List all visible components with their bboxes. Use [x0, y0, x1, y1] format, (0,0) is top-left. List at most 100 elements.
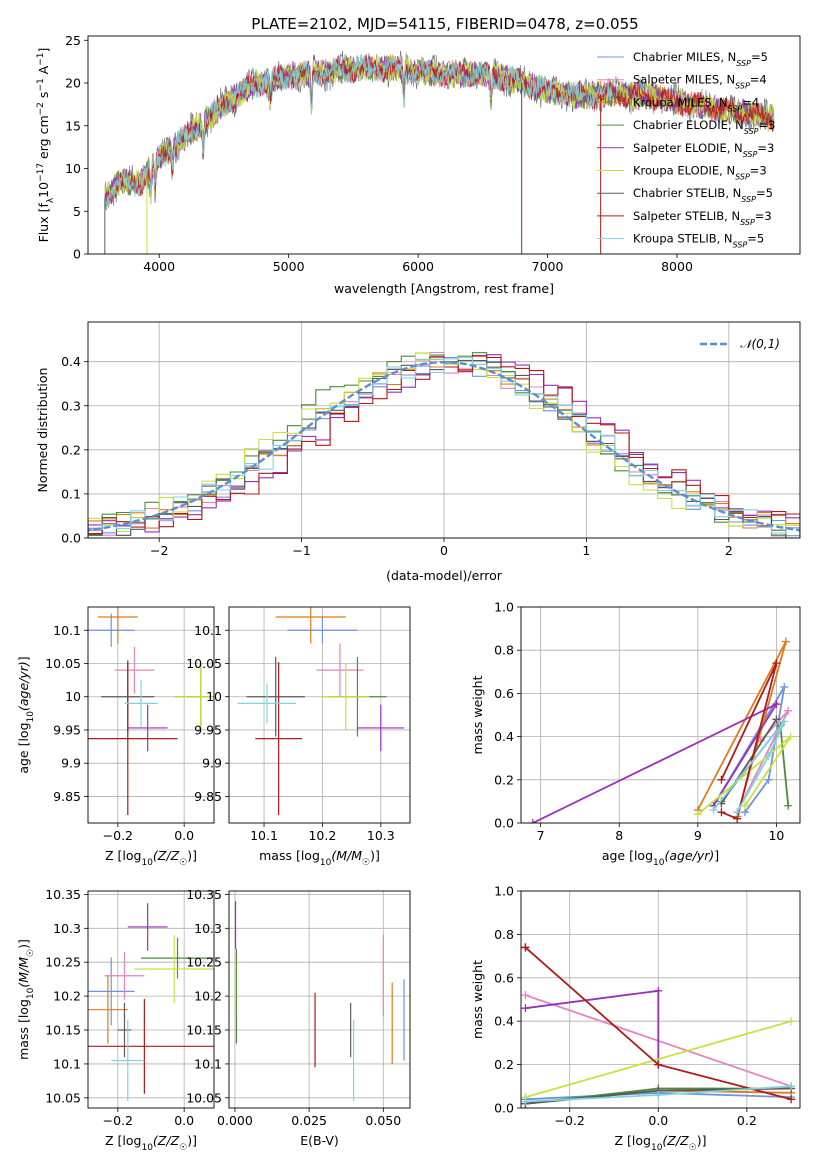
errorbar-point — [275, 607, 346, 644]
x-ticks: −0.2 0.0 — [103, 891, 194, 1128]
y-tick-label: 25 — [65, 33, 81, 48]
x-tick-label: 10.3 — [367, 828, 395, 843]
y-ticks: 10.05 10.1 10.15 10.2 10.25 10.3 10.35 — [45, 887, 214, 1105]
x-axis-label: age [log10(age/yr)] — [602, 848, 719, 868]
x-tick-label: 7 — [537, 828, 545, 843]
panel-age_vs_Z: −0.2 0.0 9.85 9.9 9.95 10 10.05 10.1 Z [log10(Z/… — [16, 606, 215, 868]
x-tick-label: 7000 — [532, 259, 564, 274]
errorbar-point — [237, 683, 297, 724]
x-tick-label: 0.2 — [737, 1113, 757, 1128]
x-tick-label: 5000 — [273, 259, 305, 274]
y-tick-label: 10.05 — [45, 1090, 81, 1105]
x-tick-label: 0.025 — [291, 1113, 327, 1128]
x-tick-label: −2 — [150, 543, 168, 558]
y-tick-label: 0.4 — [61, 354, 81, 369]
errorbar-point — [88, 662, 178, 816]
weight-marker — [764, 775, 773, 784]
y-tick-label: 0.2 — [61, 442, 81, 457]
x-tick-label: 0.000 — [217, 1113, 253, 1128]
y-ticks: 0 5 10 15 20 25 — [65, 33, 88, 262]
panel-spectrum: 4000 5000 6000 7000 8000 0 5 10 15 20 25 wavelength… — [36, 33, 801, 296]
errorbar-point — [111, 1019, 145, 1102]
y-ticks: 9.85 9.9 9.95 10 10.05 10.1 — [186, 623, 410, 804]
y-tick-label: 9.85 — [194, 789, 222, 804]
weight-marker — [521, 1004, 530, 1013]
axes-frame — [87, 606, 215, 824]
figure-title: PLATE=2102, MJD=54115, FIBERID=0478, z=0… — [251, 15, 638, 33]
x-axis-label: Z [log10(Z/Z☉)] — [105, 848, 197, 868]
weight-marker — [654, 1060, 663, 1069]
y-tick-label: 0.1 — [61, 486, 81, 501]
errorbar-point — [174, 663, 214, 730]
y-tick-label: 10.15 — [186, 1023, 222, 1038]
x-ticks: −0.2 0.0 — [103, 607, 194, 843]
residual-histogram — [88, 356, 800, 538]
y-tick-label: 10.1 — [53, 623, 81, 638]
plot-area — [237, 607, 405, 816]
x-tick-label: 0.0 — [174, 1113, 194, 1128]
spectrum-legend: Chabrier MILES, NSSP=5 Salpeter MILES, NS… — [597, 50, 775, 249]
y-tick-label: 0.8 — [494, 643, 514, 658]
x-ticks: 0.000 0.025 0.050 — [217, 891, 401, 1128]
legend-entry: Chabrier STELIB, NSSP=5 — [633, 186, 773, 204]
x-tick-label: 1 — [582, 543, 590, 558]
y-tick-label: 10 — [65, 161, 81, 176]
x-tick-label: 0.0 — [648, 1113, 668, 1128]
weight-series-line — [525, 1020, 792, 1099]
legend-entry: Kroupa STELIB, NSSP=5 — [633, 232, 764, 250]
gaussian-curve — [88, 360, 800, 532]
x-tick-label: −0.2 — [103, 1113, 133, 1128]
y-ticks: 0.0 0.1 0.2 0.3 0.4 — [61, 354, 800, 546]
weight-marker — [787, 1017, 796, 1026]
errorbar-point — [134, 935, 214, 1003]
panel-mass_vs_Z: −0.2 0.0 10.05 10.1 10.15 10.2 10.25 10.3 10.35 Z… — [16, 887, 215, 1153]
y-tick-label: 0.8 — [494, 927, 514, 942]
x-tick-label: 2 — [725, 543, 733, 558]
y-axis-label: mass weight — [470, 675, 485, 754]
legend-entry: Chabrier MILES, NSSP=5 — [633, 50, 768, 68]
weight-marker — [786, 732, 795, 741]
y-tick-label: 10.2 — [194, 989, 222, 1004]
errorbar-point — [88, 998, 214, 1094]
axes-frame — [87, 890, 215, 1109]
errorbar-point — [255, 662, 302, 816]
y-tick-label: 10.35 — [45, 887, 81, 902]
weight-marker — [780, 717, 789, 726]
y-tick-label: 0.6 — [494, 970, 514, 985]
weight-marker — [521, 1097, 530, 1106]
errorbar-point — [117, 1002, 132, 1058]
y-axis-label: Normed distribution — [35, 368, 50, 493]
weight-series-line — [720, 662, 778, 820]
weight-marker — [787, 1082, 796, 1091]
y-tick-label: 9.95 — [194, 722, 222, 737]
y-tick-label: 9.95 — [53, 722, 81, 737]
weight-marker — [521, 991, 530, 1000]
legend-entry: Kroupa MILES, NSSP=4 — [633, 95, 759, 113]
weight-marker — [654, 1090, 663, 1099]
errorbar-point — [357, 704, 405, 752]
y-tick-label: 10.1 — [194, 1056, 222, 1071]
x-tick-label: 10.2 — [308, 828, 336, 843]
errorbar-point — [322, 663, 370, 730]
weight-marker — [654, 986, 663, 995]
x-tick-label: 10 — [768, 828, 784, 843]
axes-frame — [520, 606, 801, 824]
plot-area — [528, 637, 795, 823]
y-tick-label: 20 — [65, 76, 81, 91]
x-tick-label: 9 — [694, 828, 702, 843]
y-tick-label: 5 — [73, 204, 81, 219]
y-tick-label: 9.9 — [202, 756, 222, 771]
y-tick-label: 10 — [65, 689, 81, 704]
errorbar-point — [88, 613, 135, 647]
y-tick-label: 10.25 — [186, 955, 222, 970]
weight-marker — [781, 637, 790, 646]
errorbar-point — [97, 607, 138, 644]
y-tick-label: 0.0 — [494, 816, 514, 831]
y-tick-label: 9.9 — [61, 756, 81, 771]
axes-frame — [87, 321, 801, 539]
y-ticks: 10.05 10.1 10.15 10.2 10.25 10.3 10.35 — [186, 887, 410, 1105]
y-tick-label: 10.1 — [53, 1056, 81, 1071]
y-tick-label: 10.05 — [45, 656, 81, 671]
errorbar-point — [104, 952, 145, 1000]
